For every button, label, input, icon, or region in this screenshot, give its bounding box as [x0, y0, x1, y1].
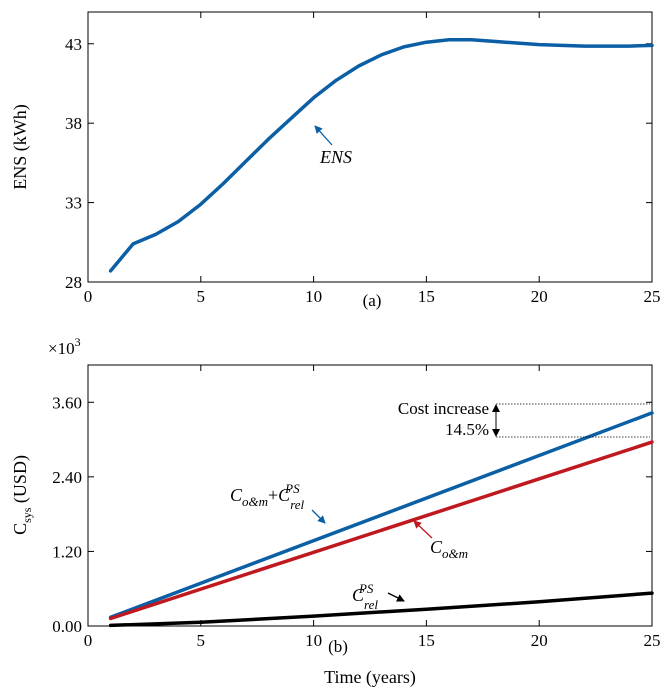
panel-a-xtick-label: 10	[305, 287, 322, 306]
panel-a-ytick-label: 33	[65, 194, 82, 213]
panel-a-xtick-label: 0	[84, 287, 93, 306]
panel-b-xtick-label: 10	[305, 631, 322, 650]
panel-a-xtick-label: 25	[644, 287, 661, 306]
panel-a-ticks: 0 5 10 15 20 25 28 33 38 43	[65, 12, 661, 306]
panel-b-series-line-2	[108, 591, 654, 628]
panel-a-ytick-label: 28	[65, 273, 82, 292]
panel-b-xtick-label: 0	[84, 631, 93, 650]
total-cost-callout-arrow	[311, 509, 326, 524]
panel-b-ytick-label: 2.40	[52, 468, 82, 487]
cost-increase-label: Cost increase	[398, 399, 489, 418]
panel-b-ytick-label: 3.60	[52, 393, 82, 412]
panel-b-ylabel: Csys (USD)	[10, 455, 34, 535]
panel-b-series	[108, 411, 654, 628]
panel-b-xtick-label: 5	[197, 631, 206, 650]
panel-b-multiplier: ×103	[48, 335, 81, 358]
panel-b-xtick-label: 20	[531, 631, 548, 650]
ens-callout-arrow	[314, 125, 333, 146]
panel-a-xtick-label: 5	[197, 287, 206, 306]
panel-b-ytick-label: 0.00	[52, 617, 82, 636]
panel-b-label: (b)	[328, 637, 348, 656]
panel-b-ytick-label: 1.20	[52, 542, 82, 561]
panel-b-cost-chart: 0 5 10 15 20 25 0.00 1.20 2.40 3.60 ×103 Csys (US…	[10, 335, 661, 688]
panel-a-ytick-label: 43	[65, 35, 82, 54]
panel-b-xtick-label: 25	[644, 631, 661, 650]
om-cost-callout-arrow	[413, 520, 433, 539]
ens-callout-label: ENS	[319, 147, 352, 167]
rel-cost-callout-arrow	[387, 592, 405, 602]
panel-a-xtick-label: 20	[531, 287, 548, 306]
panel-a-series-line-0	[108, 38, 654, 273]
panel-b-xtick-label: 15	[418, 631, 435, 650]
panel-b-ticks: 0 5 10 15 20 25 0.00 1.20 2.40 3.60	[52, 365, 661, 650]
total-cost-callout-label: Co&m+CrelPS	[230, 481, 305, 512]
panel-b-frame	[87, 364, 653, 627]
panel-a-ylabel: ENS (kWh)	[10, 104, 31, 189]
rel-cost-callout-label: CrelPS	[352, 581, 378, 612]
panel-a-series	[108, 38, 654, 273]
panel-b-xlabel: Time (years)	[324, 667, 416, 688]
cost-increase-percent: 14.5%	[445, 420, 489, 439]
om-cost-callout-label: Co&m	[430, 537, 468, 561]
panel-a-ytick-label: 38	[65, 114, 82, 133]
panel-a-frame	[87, 11, 653, 283]
panel-b-series-line-1	[108, 440, 654, 621]
panel-a-xtick-label: 15	[418, 287, 435, 306]
panel-b-series-line-0	[108, 411, 654, 620]
panel-a-ens-chart: 0 5 10 15 20 25 28 33 38 43 ENS (kWh) (a) ENS	[10, 11, 661, 310]
panel-a-label: (a)	[363, 291, 382, 310]
